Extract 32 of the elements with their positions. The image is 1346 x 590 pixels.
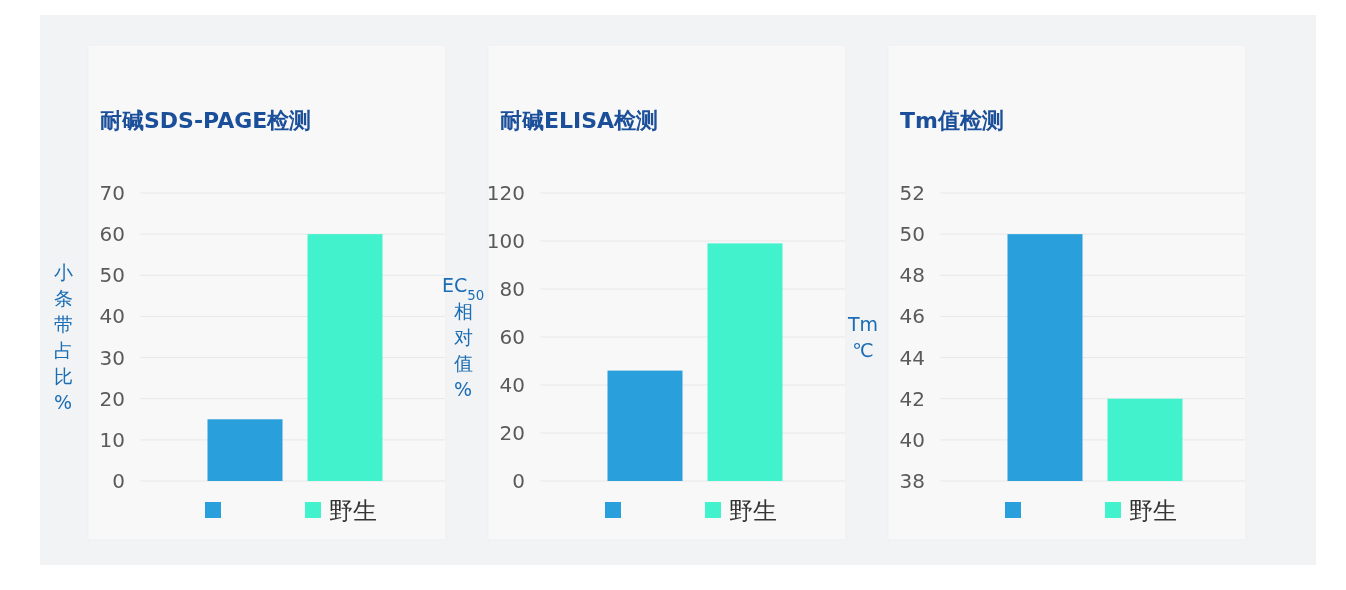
y-tick-label: 38: [899, 469, 925, 493]
y-tick-label: 80: [499, 277, 525, 301]
y-tick-label: 100: [486, 229, 525, 253]
chart-title: 耐碱SDS-PAGE检测: [100, 108, 312, 133]
y-tick-label: 48: [899, 263, 925, 288]
chart-title: Tm值检测: [900, 108, 1004, 133]
x-tick-label: 野生: [729, 497, 777, 525]
y-tick-label: 60: [99, 222, 125, 247]
y-tick-label: 40: [99, 304, 125, 329]
y-tick-label: 0: [112, 469, 125, 493]
y-axis-title: EC$_{50}$相对值%: [441, 274, 485, 400]
y-tick-label: 44: [899, 345, 925, 370]
y-tick-label: 50: [99, 263, 125, 288]
y-axis-title: Tm℃: [846, 313, 879, 361]
y-tick-label: 42: [899, 386, 925, 411]
y-tick-label: 20: [499, 421, 525, 445]
y-tick-label: 40: [499, 373, 525, 397]
y-tick-label: 0: [512, 469, 525, 493]
chart-title: 耐碱ELISA检测: [500, 108, 659, 133]
y-tick-label: 70: [99, 181, 125, 205]
y-tick-label: 120: [486, 181, 525, 205]
y-tick-label: 52: [899, 181, 925, 205]
y-tick-label: 40: [899, 427, 925, 452]
y-axis-title: 小条带占比%: [53, 261, 73, 413]
y-tick-label: 60: [499, 325, 525, 349]
y-tick-label: 10: [99, 427, 125, 452]
y-tick-label: 50: [899, 222, 925, 247]
x-tick-label: 野生: [1129, 497, 1177, 525]
x-tick-label: 野生: [329, 497, 377, 525]
y-tick-label: 46: [899, 304, 925, 329]
y-tick-label: 30: [99, 345, 125, 370]
y-tick-label: 20: [99, 386, 125, 411]
